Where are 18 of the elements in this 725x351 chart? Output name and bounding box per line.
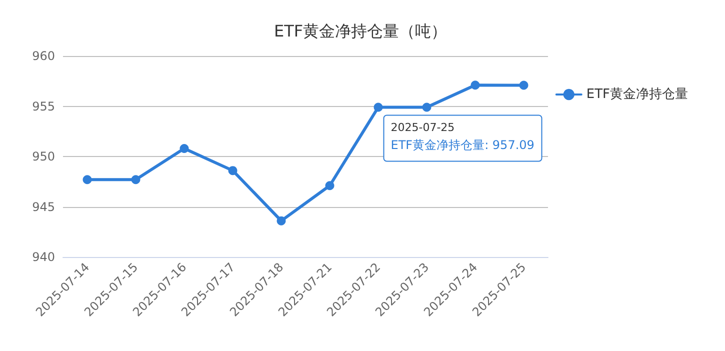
point [131,175,140,184]
point [325,181,334,190]
y-tick-label: 940 [32,250,55,264]
legend-label: ETF黄金净持仓量 [586,87,688,102]
point [470,80,480,90]
point [82,175,92,184]
y-tick-label: 950 [32,150,55,164]
point [180,144,189,153]
y-tick-label: 960 [32,49,55,63]
point [228,166,238,176]
point [276,216,286,226]
y-tick-label: 955 [32,99,55,114]
chart-title: ETF黄金净持仓量（吨） [274,22,448,40]
point [422,102,432,112]
annotation: 2025-07-25 ETF黄金净持仓量: 957.09 [390,121,534,152]
point [374,102,383,112]
y-tick-label: 945 [32,200,55,214]
point [519,80,528,90]
